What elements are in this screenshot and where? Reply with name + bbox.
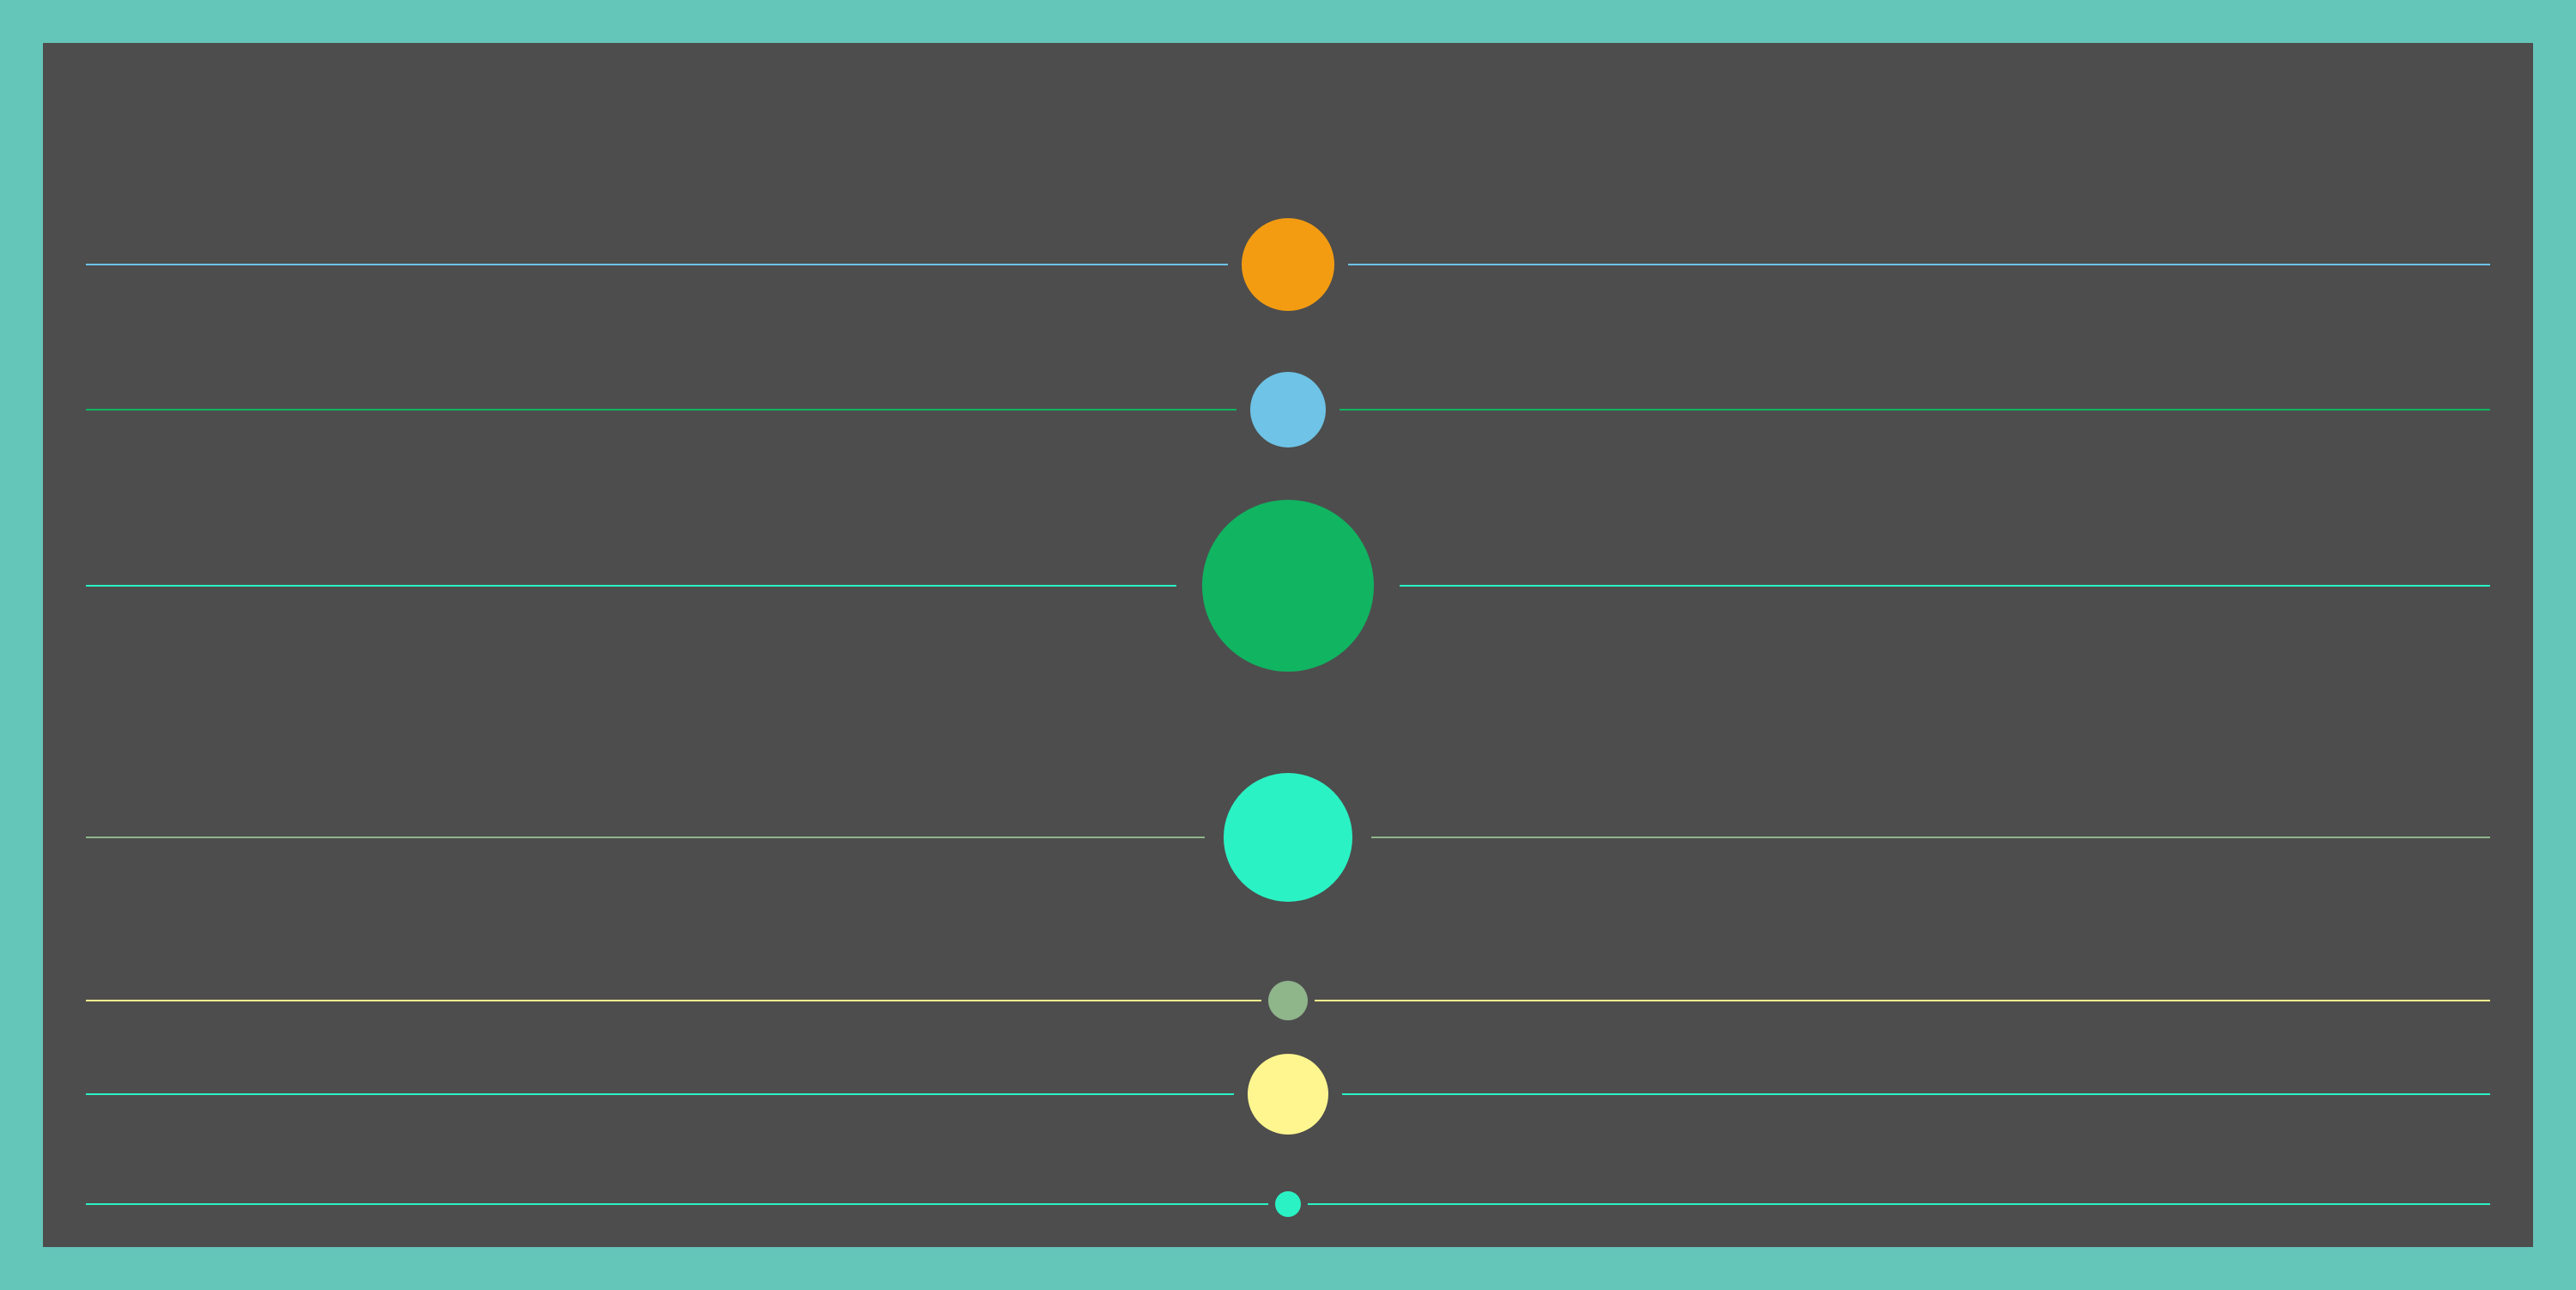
row-7 <box>86 1191 2490 1217</box>
row-2 <box>86 372 2490 447</box>
row-3-dot <box>1202 500 1374 672</box>
row-6-dot <box>1248 1054 1328 1135</box>
dark-panel <box>43 43 2533 1247</box>
row-5-dot <box>1268 981 1308 1020</box>
row-1-dot <box>1242 218 1334 311</box>
row-4 <box>86 773 2490 902</box>
row-3 <box>86 500 2490 672</box>
row-6 <box>86 1054 2490 1135</box>
row-4-dot <box>1224 773 1352 902</box>
rows-canvas <box>86 218 2490 1217</box>
row-1 <box>86 218 2490 311</box>
row-7-dot <box>1275 1191 1301 1217</box>
row-5 <box>86 981 2490 1020</box>
row-2-dot <box>1250 372 1326 447</box>
